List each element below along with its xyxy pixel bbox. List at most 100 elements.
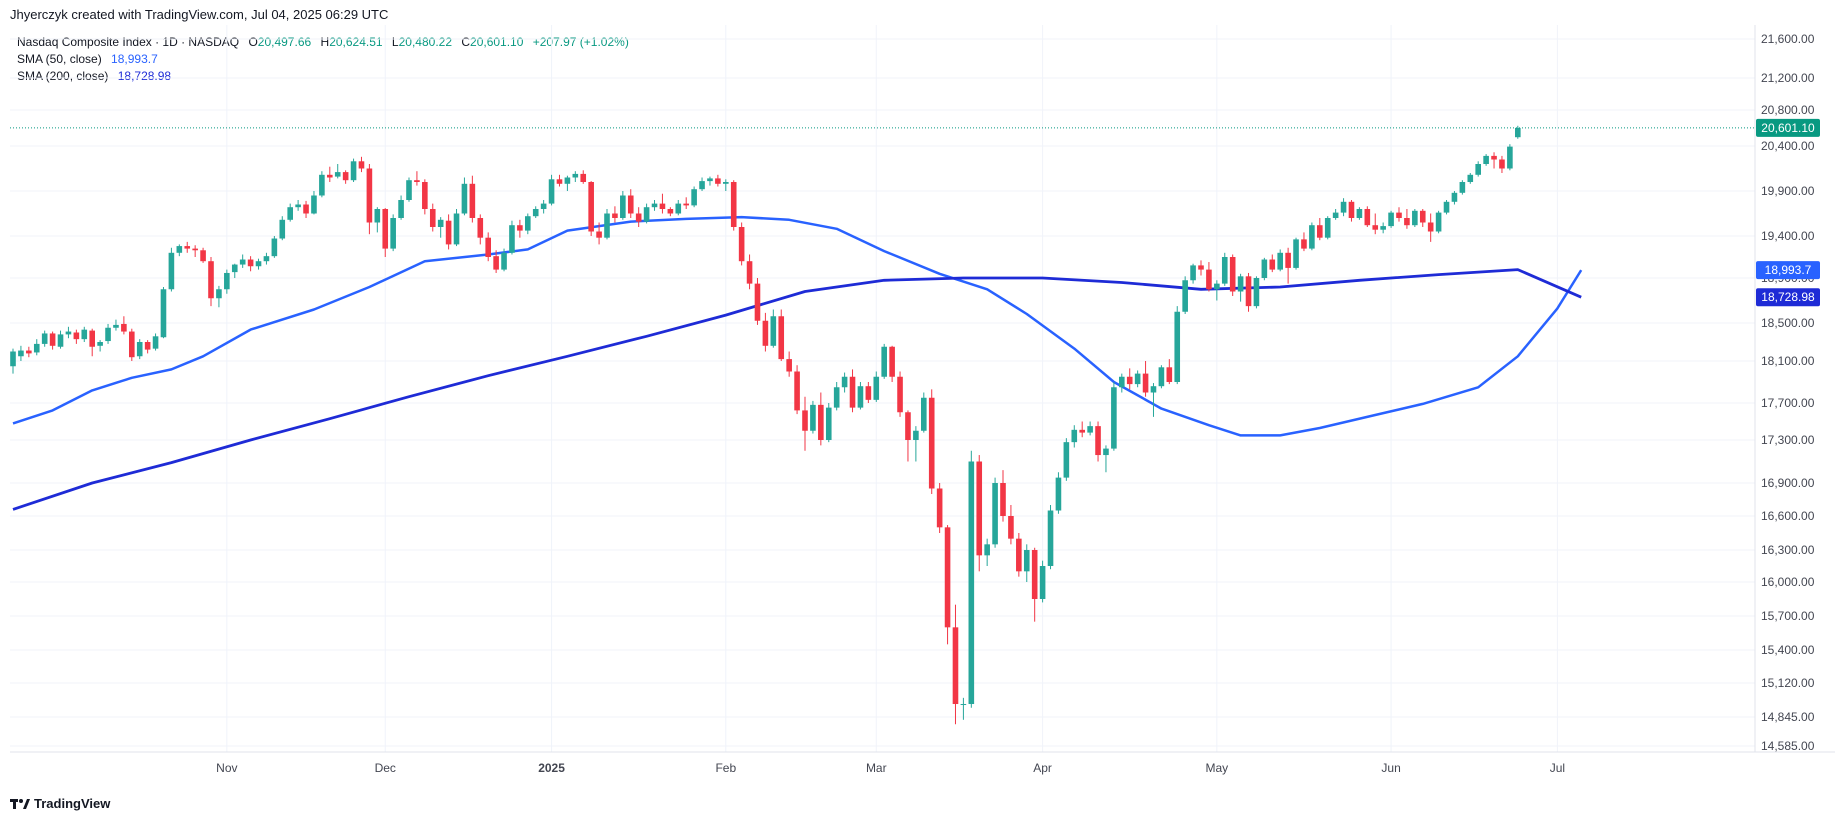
legend-sma200-row[interactable]: SMA (200, close) 18,728.98 — [17, 68, 631, 85]
candle-body — [374, 209, 381, 223]
candle — [833, 382, 840, 411]
candle-body — [350, 161, 357, 181]
candle-body — [1158, 367, 1165, 387]
candle-body — [1356, 209, 1363, 218]
y-tick-label: 16,300.00 — [1761, 543, 1815, 557]
legend-close-label: C — [461, 35, 471, 49]
candle-body — [556, 179, 563, 184]
y-tick-label: 15,700.00 — [1761, 609, 1815, 623]
candle-body — [1301, 239, 1307, 249]
candle — [778, 309, 785, 361]
candle-body — [295, 204, 301, 208]
legend-sma50-row[interactable]: SMA (50, close) 18,993.7 — [17, 51, 631, 68]
candle-body — [825, 407, 832, 440]
x-tick-label: Mar — [866, 761, 887, 775]
candle-body — [1412, 210, 1418, 226]
candle-body — [1047, 510, 1054, 566]
candle — [1380, 222, 1386, 234]
candle — [73, 329, 80, 344]
candle — [667, 207, 674, 217]
candle-body — [144, 342, 151, 350]
candle — [1340, 198, 1347, 217]
candle — [168, 247, 175, 292]
candle-body — [224, 272, 230, 290]
candle-body — [1000, 483, 1006, 516]
candle — [1427, 213, 1434, 242]
candle-body — [1103, 448, 1109, 456]
sma200-line — [12, 268, 1582, 511]
candle — [1419, 209, 1426, 227]
y-tick-label: 20,400.00 — [1761, 139, 1815, 153]
candle — [152, 333, 159, 351]
candle-body — [1317, 225, 1323, 238]
candle — [216, 285, 222, 308]
candle-body — [303, 204, 309, 214]
legend-sma50-label: SMA (50, close) — [17, 52, 102, 66]
candle-body — [778, 316, 785, 360]
candle-body — [707, 178, 713, 182]
candle-body — [18, 350, 24, 357]
candle-body — [1404, 218, 1410, 226]
candle-body — [136, 342, 143, 357]
candle-body — [57, 334, 64, 347]
candle — [1047, 505, 1054, 570]
candle — [746, 254, 753, 290]
candle-body — [1459, 182, 1466, 193]
candle — [913, 426, 919, 462]
candle — [1016, 533, 1022, 577]
candle — [818, 392, 824, 446]
candle — [1451, 191, 1458, 205]
candle — [1475, 161, 1481, 177]
candle — [1309, 222, 1315, 251]
candle — [1221, 252, 1228, 286]
candle — [841, 372, 848, 393]
candle — [936, 483, 943, 533]
candle-body — [1419, 210, 1426, 223]
candle — [10, 348, 16, 374]
candle-body — [319, 174, 325, 196]
candle-body — [1507, 146, 1513, 169]
candle — [1491, 152, 1497, 169]
candle-body — [897, 376, 903, 413]
candle-body — [1079, 429, 1085, 433]
candle-body — [382, 209, 389, 249]
candle-body — [10, 351, 16, 367]
tradingview-logo[interactable]: TradingView — [10, 796, 110, 811]
candle-body — [881, 346, 887, 377]
candle — [18, 345, 24, 361]
candle — [231, 263, 238, 278]
candle — [1142, 361, 1149, 397]
candle — [429, 203, 436, 232]
candle-body — [936, 488, 943, 528]
legend-sma50-value: 18,993.7 — [111, 52, 158, 66]
y-tick-label: 15,120.00 — [1761, 676, 1815, 690]
candle-body — [1348, 201, 1355, 218]
candle — [1150, 383, 1157, 417]
candle-body — [818, 404, 824, 440]
candle-body — [1214, 283, 1220, 290]
candle-body — [271, 238, 278, 257]
candle — [1483, 154, 1489, 166]
candle — [572, 171, 579, 182]
candle — [635, 207, 642, 227]
candle-body — [849, 376, 856, 408]
candle-body — [580, 173, 587, 182]
candle — [1103, 445, 1109, 473]
candle — [944, 525, 951, 645]
candle-body — [517, 225, 523, 231]
candle-body — [1451, 192, 1458, 202]
candle-body — [1198, 265, 1204, 270]
candle — [1253, 276, 1260, 309]
candle-body — [342, 172, 349, 181]
candle-body — [667, 209, 674, 214]
candle-body — [216, 289, 222, 299]
candle — [612, 206, 618, 223]
candle-body — [730, 182, 737, 227]
candle-body — [231, 264, 238, 273]
candle-body — [263, 256, 270, 262]
candle-body — [1467, 174, 1474, 182]
candle — [1356, 207, 1363, 220]
candle — [208, 257, 214, 307]
candle — [303, 200, 309, 218]
